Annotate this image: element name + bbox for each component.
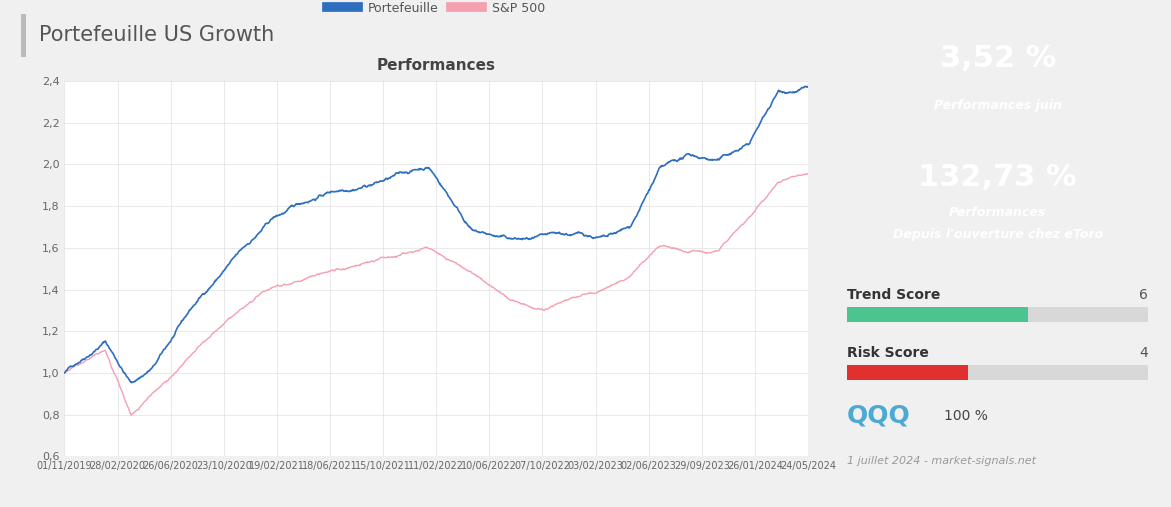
Text: 4: 4 bbox=[1139, 346, 1149, 360]
Text: Trend Score: Trend Score bbox=[847, 288, 940, 303]
Bar bbox=[847, 307, 1149, 322]
Bar bbox=[847, 365, 1149, 380]
Text: QQQ: QQQ bbox=[847, 404, 911, 428]
Title: Performances: Performances bbox=[377, 58, 495, 73]
Text: Performances juin: Performances juin bbox=[933, 99, 1062, 112]
Text: 3,52 %: 3,52 % bbox=[939, 44, 1056, 73]
Legend: Portefeuille, S&P 500: Portefeuille, S&P 500 bbox=[322, 0, 550, 20]
Text: 1 juillet 2024 - market-signals.net: 1 juillet 2024 - market-signals.net bbox=[847, 456, 1036, 465]
Text: Depuis l'ouverture chez eToro: Depuis l'ouverture chez eToro bbox=[892, 228, 1103, 241]
Bar bbox=[847, 365, 967, 380]
Text: 132,73 %: 132,73 % bbox=[918, 163, 1077, 193]
Bar bbox=[21, 14, 26, 57]
Text: Portefeuille US Growth: Portefeuille US Growth bbox=[39, 25, 274, 46]
Text: Risk Score: Risk Score bbox=[847, 346, 929, 360]
Text: 6: 6 bbox=[1139, 288, 1149, 303]
Bar bbox=[847, 307, 1028, 322]
Text: 100 %: 100 % bbox=[944, 409, 988, 423]
Text: Performances: Performances bbox=[949, 206, 1047, 220]
